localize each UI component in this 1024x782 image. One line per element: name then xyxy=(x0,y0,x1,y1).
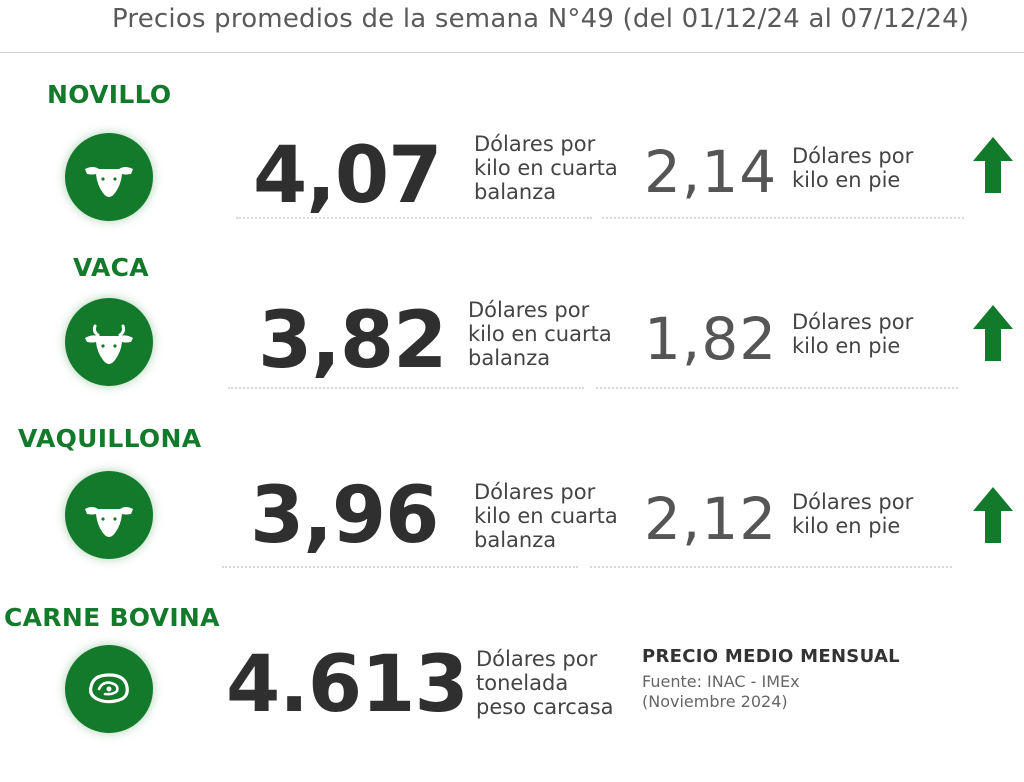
price-unit-line: kilo en cuarta xyxy=(468,322,612,346)
divider xyxy=(602,217,964,219)
price-unit-line: balanza xyxy=(474,528,557,552)
live-unit-line: kilo en pie xyxy=(792,168,901,192)
divider xyxy=(228,387,584,389)
price-unit-vaquillona: Dólares por kilo en cuarta balanza xyxy=(474,480,634,552)
live-price-vaquillona: 2,12 xyxy=(644,485,778,553)
price-unit-line: balanza xyxy=(468,346,551,370)
category-label-vaquillona: VAQUILLONA xyxy=(18,424,202,453)
up-arrow-icon xyxy=(973,487,1013,543)
price-unit-line: Dólares por xyxy=(476,647,598,671)
price-novillo: 4,07 xyxy=(253,131,442,221)
divider xyxy=(590,566,952,568)
source-line: Fuente: INAC - IMEx xyxy=(642,672,800,691)
price-vaca: 3,82 xyxy=(258,296,447,386)
cow-head-icon xyxy=(65,298,153,386)
header: Precios promedios de la semana N°49 (del… xyxy=(0,0,1024,53)
category-label-novillo: NOVILLO xyxy=(47,80,172,109)
price-carne-bovina: 4.613 xyxy=(226,640,469,730)
live-unit-novillo: Dólares por kilo en pie xyxy=(792,144,932,192)
source-line: (Noviembre 2024) xyxy=(642,692,788,711)
source-note: Fuente: INAC - IMEx (Noviembre 2024) xyxy=(642,672,800,712)
divider xyxy=(236,217,592,219)
monthly-price-title: PRECIO MEDIO MENSUAL xyxy=(642,646,900,667)
price-vaquillona: 3,96 xyxy=(250,471,439,561)
steak-icon xyxy=(65,645,153,733)
divider xyxy=(222,566,578,568)
category-label-carne-bovina: CARNE BOVINA xyxy=(4,603,220,632)
price-unit-line: kilo en cuarta xyxy=(474,156,618,180)
price-unit-vaca: Dólares por kilo en cuarta balanza xyxy=(468,298,628,370)
price-unit-line: Dólares por xyxy=(468,298,590,322)
price-unit-line: kilo en cuarta xyxy=(474,504,618,528)
live-price-novillo: 2,14 xyxy=(644,138,778,206)
price-unit-line: tonelada xyxy=(476,671,569,695)
live-unit-vaquillona: Dólares por kilo en pie xyxy=(792,490,932,538)
live-unit-line: Dólares por xyxy=(792,144,914,168)
price-unit-line: Dólares por xyxy=(474,480,596,504)
price-unit-carne-bovina: Dólares por tonelada peso carcasa xyxy=(476,647,636,719)
live-unit-line: kilo en pie xyxy=(792,514,901,538)
live-unit-vaca: Dólares por kilo en pie xyxy=(792,310,932,358)
live-unit-line: Dólares por xyxy=(792,310,914,334)
up-arrow-icon xyxy=(973,137,1013,193)
category-label-vaca: VACA xyxy=(73,253,149,282)
price-unit-line: Dólares por xyxy=(474,132,596,156)
up-arrow-icon xyxy=(973,305,1013,361)
live-price-vaca: 1,82 xyxy=(644,305,778,373)
live-unit-line: Dólares por xyxy=(792,490,914,514)
heifer-head-icon xyxy=(65,471,153,559)
price-unit-novillo: Dólares por kilo en cuarta balanza xyxy=(474,132,634,204)
bull-head-icon xyxy=(65,133,153,221)
page-title: Precios promedios de la semana N°49 (del… xyxy=(112,4,970,34)
price-unit-line: balanza xyxy=(474,180,557,204)
price-unit-line: peso carcasa xyxy=(476,695,614,719)
live-unit-line: kilo en pie xyxy=(792,334,901,358)
divider xyxy=(596,387,958,389)
